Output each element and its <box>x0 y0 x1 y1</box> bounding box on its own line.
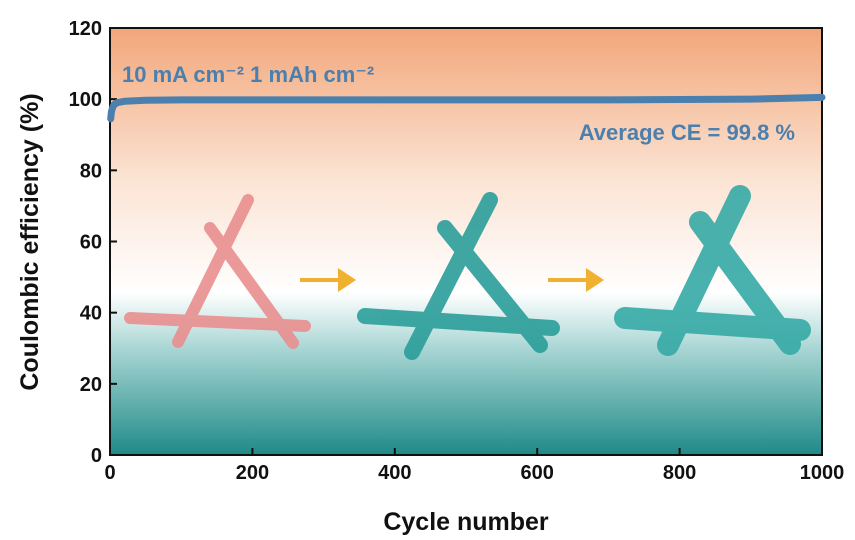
x-tick-label: 400 <box>378 462 411 484</box>
y-tick-label: 120 <box>69 18 102 40</box>
annotation: 10 mA cm⁻² 1 mAh cm⁻² <box>122 62 374 87</box>
x-tick-label: 200 <box>236 462 269 484</box>
y-tick-label: 40 <box>80 303 102 325</box>
y-tick-label: 0 <box>91 445 102 467</box>
annotation: Average CE = 99.8 % <box>579 120 795 145</box>
x-tick-label: 600 <box>521 462 554 484</box>
y-tick-label: 60 <box>80 232 102 254</box>
y-tick-label: 100 <box>69 89 102 111</box>
y-tick-label: 80 <box>80 160 102 182</box>
y-tick-label: 20 <box>80 374 102 396</box>
x-tick-label: 800 <box>663 462 696 484</box>
y-axis-label: Coulombic efficiency (%) <box>16 93 44 390</box>
chart: 10 mA cm⁻² 1 mAh cm⁻² Average CE = 99.8 … <box>0 0 855 540</box>
x-tick-label: 0 <box>104 462 115 484</box>
x-tick-label: 1000 <box>800 462 845 484</box>
x-axis-label: Cycle number <box>383 508 549 536</box>
